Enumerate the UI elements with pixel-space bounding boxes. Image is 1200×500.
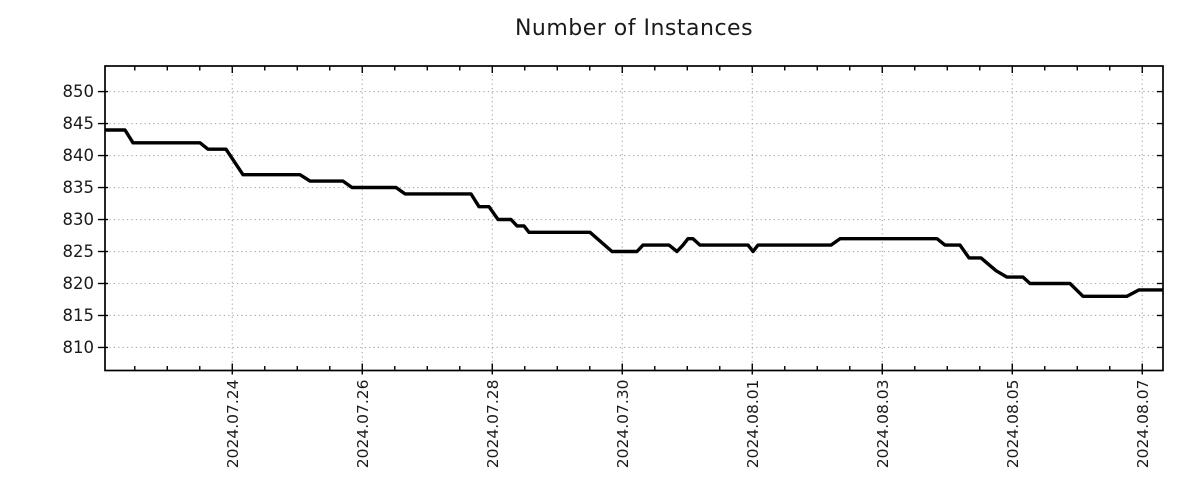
y-tick-label: 810 [63, 338, 95, 357]
x-tick-label: 2024.07.30 [614, 380, 632, 469]
x-tick-label: 2024.07.24 [224, 380, 242, 469]
y-tick-label: 850 [63, 82, 95, 101]
x-tick-label: 2024.07.28 [484, 380, 502, 469]
y-tick-label: 835 [63, 178, 95, 197]
y-tick-label: 825 [63, 242, 95, 261]
x-tick-label: 2024.07.26 [354, 380, 372, 469]
y-tick-label: 830 [63, 210, 95, 229]
y-tick-label: 840 [63, 146, 95, 165]
y-tick-label: 820 [63, 274, 95, 293]
x-tick-label: 2024.08.03 [874, 380, 892, 469]
x-tick-label: 2024.08.01 [744, 380, 762, 469]
y-tick-label: 845 [63, 114, 95, 133]
series-line-instances [105, 128, 1163, 298]
x-tick-label: 2024.08.05 [1004, 380, 1022, 469]
plot-border [104, 65, 1164, 372]
x-tick-label: 2024.08.07 [1134, 380, 1152, 469]
y-tick-label: 815 [63, 306, 95, 325]
